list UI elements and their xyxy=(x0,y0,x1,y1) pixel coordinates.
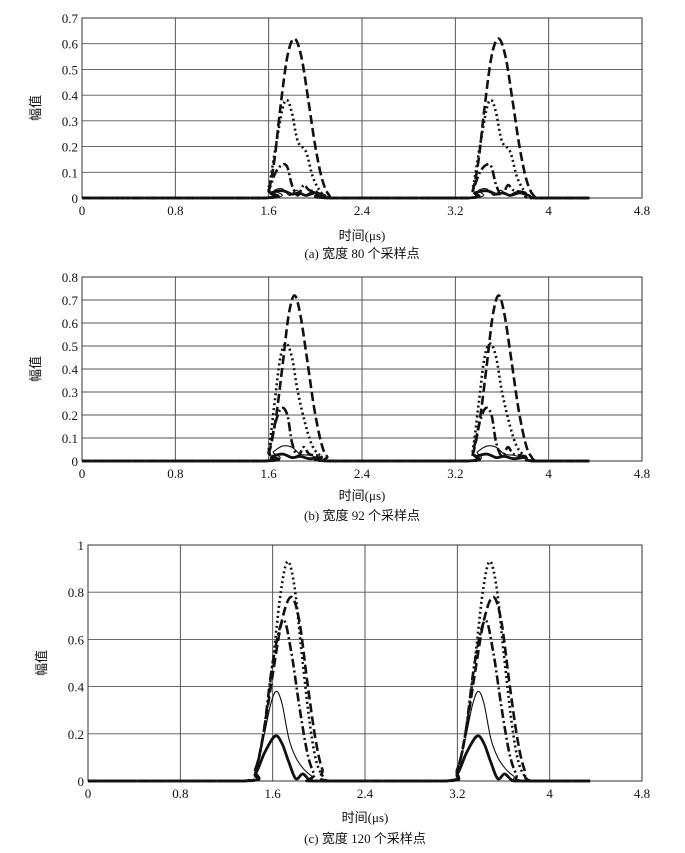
y-tick-label: 0.6 xyxy=(68,632,85,647)
x-tick-label: 1.6 xyxy=(261,466,278,481)
series-line-dashed xyxy=(88,595,591,783)
panel-caption: (c) 宽度 120 个采样点 xyxy=(304,831,426,846)
x-tick-label: 2.4 xyxy=(354,203,371,218)
x-tick-label: 0.8 xyxy=(167,203,183,218)
y-tick-label: 0.6 xyxy=(62,316,79,331)
y-tick-label: 0.3 xyxy=(62,385,78,400)
x-axis-label: 时间(μs) xyxy=(339,488,386,503)
x-axis-label: 时间(μs) xyxy=(339,228,386,243)
x-tick-label: 0.8 xyxy=(167,466,183,481)
x-tick-label: 4.8 xyxy=(634,786,650,801)
y-axis-label: 幅值 xyxy=(34,650,49,676)
x-tick-label: 0 xyxy=(79,466,86,481)
series-line-dotted xyxy=(81,98,590,200)
series-line-dashed xyxy=(81,37,590,200)
series-line-thick xyxy=(88,734,591,783)
x-tick-label: 4 xyxy=(546,786,553,801)
series-line-thick xyxy=(82,452,590,463)
y-tick-label: 0.1 xyxy=(62,431,78,446)
y-tick-label: 0.6 xyxy=(62,37,79,52)
series-line-dashdot xyxy=(88,619,591,783)
series-line-thick xyxy=(81,189,590,200)
y-tick-label: 0.5 xyxy=(62,339,78,354)
y-tick-label: 0.2 xyxy=(62,140,78,155)
y-tick-label: 0.4 xyxy=(62,362,79,377)
y-axis-label: 幅值 xyxy=(28,356,43,382)
y-tick-label: 0.8 xyxy=(68,585,84,600)
x-tick-label: 3.2 xyxy=(447,466,463,481)
panel-c: 0 0.8 1.6 2.4 3.2 4 4.8 0 0.2 0.4 0.6 0.8 1 时间(μs) 幅值 (… xyxy=(34,538,650,846)
panel-a: 0 0.8 1.6 2.4 3.2 4 4.8 0 0.1 0.2 0.3 0.4 0.5 0.6 0.7 时… xyxy=(28,11,650,261)
series-line-dotted xyxy=(82,342,590,463)
x-tick-label: 1.6 xyxy=(265,786,282,801)
panel-caption: (a) 宽度 80 个采样点 xyxy=(304,246,419,261)
series-line-dashdot xyxy=(81,162,590,200)
x-tick-label: 0.8 xyxy=(172,786,188,801)
y-tick-label: 1 xyxy=(78,538,85,553)
y-tick-label: 0 xyxy=(72,191,79,206)
x-tick-label: 2.4 xyxy=(354,466,371,481)
x-tick-label: 4.8 xyxy=(634,203,650,218)
y-tick-label: 0.4 xyxy=(68,680,85,695)
x-tick-label: 3.2 xyxy=(449,786,465,801)
x-tick-label: 4 xyxy=(545,203,552,218)
y-tick-label: 0.8 xyxy=(62,270,78,285)
x-tick-label: 4.8 xyxy=(634,466,650,481)
panel-caption: (b) 宽度 92 个采样点 xyxy=(304,508,420,523)
y-tick-label: 0.1 xyxy=(62,165,78,180)
x-tick-label: 3.2 xyxy=(447,203,463,218)
y-tick-label: 0.3 xyxy=(62,114,78,129)
panel-b: 0 0.8 1.6 2.4 3.2 4 4.8 0 0.1 0.2 0.3 0.4 0.5 0.6 0.7 0… xyxy=(28,270,650,523)
x-tick-label: 4 xyxy=(545,466,552,481)
y-tick-label: 0 xyxy=(78,774,85,789)
x-tick-label: 2.4 xyxy=(357,786,374,801)
y-tick-label: 0.2 xyxy=(68,727,84,742)
y-tick-label: 0 xyxy=(72,454,79,469)
y-tick-label: 0.5 xyxy=(62,62,78,77)
series-line-dashdot xyxy=(82,406,590,463)
x-axis-label: 时间(μs) xyxy=(342,810,389,825)
x-tick-label: 0 xyxy=(85,786,92,801)
y-tick-label: 0.2 xyxy=(62,408,78,423)
x-tick-label: 0 xyxy=(79,203,86,218)
series-line-dotted xyxy=(88,560,591,783)
y-axis-label: 幅值 xyxy=(28,95,43,121)
x-tick-label: 1.6 xyxy=(261,203,278,218)
y-tick-label: 0.7 xyxy=(62,293,79,308)
y-tick-label: 0.7 xyxy=(62,11,79,26)
y-tick-label: 0.4 xyxy=(62,88,79,103)
